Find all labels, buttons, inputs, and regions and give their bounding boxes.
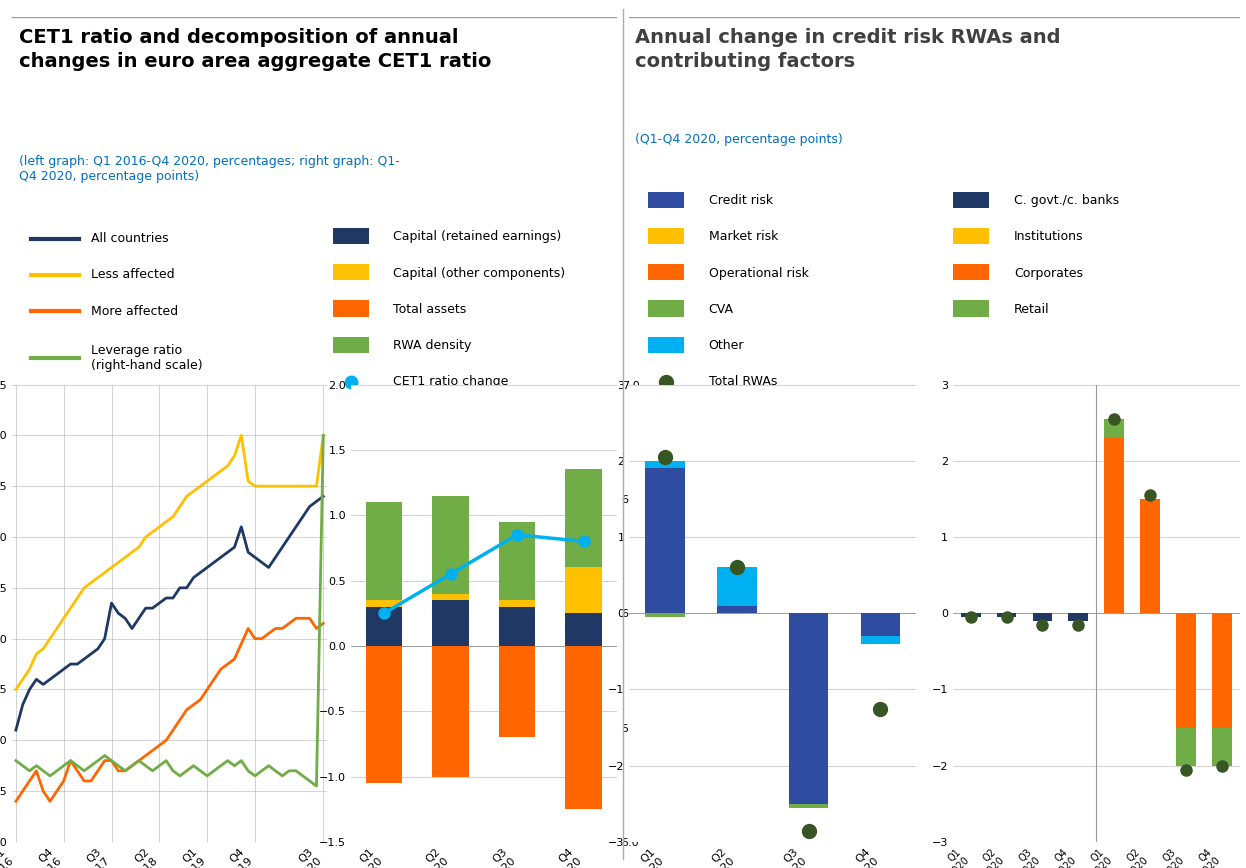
Bar bbox=[366, 503, 402, 600]
Text: (left graph: Q1 2016-Q4 2020, percentages; right graph: Q1-
Q4 2020, percentage : (left graph: Q1 2016-Q4 2020, percentage… bbox=[19, 155, 399, 183]
Text: Capital (other components): Capital (other components) bbox=[394, 266, 566, 279]
Text: More affected: More affected bbox=[91, 305, 178, 318]
Bar bbox=[566, 646, 602, 809]
Bar bbox=[566, 470, 602, 568]
Bar bbox=[333, 264, 369, 280]
Bar bbox=[432, 600, 468, 646]
Bar bbox=[648, 264, 684, 280]
Bar bbox=[645, 613, 685, 617]
Text: Institutions: Institutions bbox=[1014, 230, 1083, 243]
Bar bbox=[432, 646, 468, 777]
Text: RWA density: RWA density bbox=[394, 339, 471, 352]
Bar bbox=[997, 613, 1017, 617]
Text: Operational risk: Operational risk bbox=[709, 266, 809, 279]
Text: CET1 ratio and decomposition of annual
changes in euro area aggregate CET1 ratio: CET1 ratio and decomposition of annual c… bbox=[19, 29, 491, 71]
Bar bbox=[861, 613, 900, 636]
Text: (Q1-Q4 2020, percentage points): (Q1-Q4 2020, percentage points) bbox=[635, 134, 844, 147]
Bar bbox=[498, 607, 536, 646]
Text: Other: Other bbox=[709, 339, 744, 352]
Bar bbox=[1104, 419, 1124, 437]
Text: Credit risk: Credit risk bbox=[709, 194, 773, 207]
Bar bbox=[366, 607, 402, 646]
Bar bbox=[333, 337, 369, 353]
Text: CVA: CVA bbox=[709, 303, 734, 316]
Bar bbox=[333, 227, 369, 244]
Bar bbox=[953, 300, 989, 317]
Text: Less affected: Less affected bbox=[91, 268, 174, 281]
Bar bbox=[366, 600, 402, 607]
Bar bbox=[1069, 613, 1088, 621]
Text: Total assets: Total assets bbox=[394, 303, 466, 316]
Text: Corporates: Corporates bbox=[1014, 266, 1083, 279]
Bar bbox=[1176, 727, 1196, 766]
Bar bbox=[566, 613, 602, 646]
Bar bbox=[366, 646, 402, 783]
Bar bbox=[1033, 613, 1053, 621]
Bar bbox=[648, 227, 684, 244]
Bar bbox=[1104, 437, 1124, 613]
Bar bbox=[961, 613, 981, 617]
Bar bbox=[1140, 499, 1160, 613]
Bar bbox=[566, 568, 602, 613]
Text: Annual change in credit risk RWAs and
contributing factors: Annual change in credit risk RWAs and co… bbox=[635, 29, 1060, 71]
Bar bbox=[645, 469, 685, 613]
Bar bbox=[953, 192, 989, 207]
Text: CET1 ratio change: CET1 ratio change bbox=[394, 376, 508, 389]
Bar bbox=[498, 522, 536, 600]
Text: Leverage ratio
(right-hand scale): Leverage ratio (right-hand scale) bbox=[91, 345, 203, 372]
Bar bbox=[432, 594, 468, 600]
Bar bbox=[953, 227, 989, 244]
Bar bbox=[648, 192, 684, 207]
Bar bbox=[498, 646, 536, 738]
Bar bbox=[645, 461, 685, 469]
Bar bbox=[718, 606, 756, 613]
Bar bbox=[648, 337, 684, 353]
Bar bbox=[648, 300, 684, 317]
Text: Market risk: Market risk bbox=[709, 230, 778, 243]
Text: All countries: All countries bbox=[91, 232, 168, 245]
Bar bbox=[718, 568, 756, 606]
Bar bbox=[789, 613, 829, 804]
Text: Retail: Retail bbox=[1014, 303, 1049, 316]
Text: Capital (retained earnings): Capital (retained earnings) bbox=[394, 230, 562, 243]
Bar bbox=[1176, 613, 1196, 727]
Bar bbox=[953, 264, 989, 280]
Bar bbox=[1212, 727, 1232, 766]
Text: C. govt./c. banks: C. govt./c. banks bbox=[1014, 194, 1119, 207]
Bar bbox=[498, 600, 536, 607]
Bar bbox=[432, 496, 468, 594]
Bar bbox=[789, 804, 829, 807]
Bar bbox=[861, 636, 900, 644]
Bar bbox=[1212, 613, 1232, 727]
Text: Total RWAs: Total RWAs bbox=[709, 376, 778, 389]
Bar bbox=[333, 300, 369, 317]
